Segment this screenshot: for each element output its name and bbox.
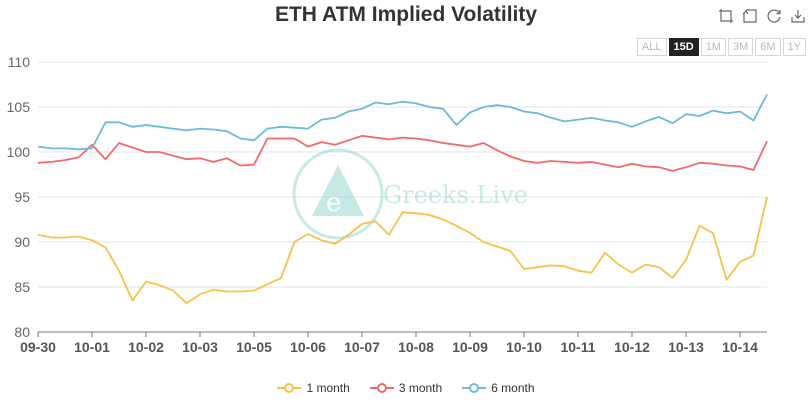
range-button-15d[interactable]: 15D <box>668 38 699 56</box>
legend-item-1-month[interactable]: 1 month <box>277 381 350 395</box>
legend-marker-icon <box>462 383 487 393</box>
series-line-3-month[interactable] <box>37 134 768 172</box>
legend-label: 1 month <box>306 381 350 395</box>
restore-icon[interactable] <box>766 8 782 24</box>
legend: 1 month 3 month 6 month <box>0 381 812 395</box>
y-tick-label: 80 <box>14 324 30 340</box>
x-tick-label: 10-06 <box>290 339 326 355</box>
x-tick-label: 10-02 <box>128 339 164 355</box>
grid-lines <box>38 61 767 288</box>
range-button-1m[interactable]: 1M <box>700 38 726 56</box>
x-tick-label: 10-03 <box>182 339 218 355</box>
y-tick-label: 90 <box>14 234 30 250</box>
y-tick-label: 105 <box>7 99 31 115</box>
x-tick-label: 10-13 <box>668 339 704 355</box>
x-tick-label: 09-30 <box>20 339 56 355</box>
range-button-3m[interactable]: 3M <box>727 38 754 56</box>
y-axis: 80 85 90 95 100 105 110 <box>7 54 31 340</box>
x-tick-label: 10-09 <box>452 339 488 355</box>
chart-title: ETH ATM Implied Volatility <box>274 3 538 26</box>
legend-item-6-month[interactable]: 6 month <box>462 381 535 395</box>
x-tick-label: 10-07 <box>344 339 380 355</box>
legend-marker-icon <box>277 383 302 393</box>
range-button-all[interactable]: ALL <box>636 38 667 56</box>
series-line-1-month[interactable] <box>37 196 768 305</box>
y-tick-label: 100 <box>7 144 31 160</box>
x-tick-label: 10-11 <box>560 339 595 355</box>
y-tick-label: 110 <box>8 54 31 70</box>
zoom-reset-icon[interactable] <box>742 8 758 24</box>
y-tick-label: 85 <box>14 279 30 295</box>
y-tick-label: 95 <box>14 189 30 205</box>
x-tick-label: 10-08 <box>398 339 434 355</box>
watermark: e Greeks.Live <box>292 148 528 240</box>
x-axis: 09-30 10-01 10-02 10-03 10-05 10-06 10-07 10-08… <box>20 331 767 355</box>
watermark-ring <box>292 148 384 240</box>
legend-label: 3 month <box>398 381 443 395</box>
save-image-icon[interactable] <box>790 8 806 24</box>
x-tick-label: 10-14 <box>722 339 758 355</box>
legend-item-3-month[interactable]: 3 month <box>369 381 443 395</box>
chart-toolbox <box>718 8 806 24</box>
legend-marker-icon <box>369 383 394 393</box>
watermark-letter-icon: e <box>326 188 341 218</box>
x-tick-label: 10-12 <box>614 339 650 355</box>
x-tick-label: 10-01 <box>74 339 110 355</box>
series-line-6-month[interactable] <box>37 93 768 151</box>
x-tick-label: 10-05 <box>236 339 272 355</box>
range-selector: ALL 15D 1M 3M 6M 1Y <box>636 38 806 56</box>
range-button-6m[interactable]: 6M <box>755 38 781 56</box>
series-lines <box>37 93 768 305</box>
legend-label: 6 month <box>491 381 535 395</box>
x-tick-label: 10-10 <box>506 339 542 355</box>
range-button-1y[interactable]: 1Y <box>782 38 806 56</box>
watermark-triangle-icon <box>312 165 364 216</box>
watermark-text: Greeks.Live <box>383 181 528 209</box>
zoom-icon[interactable] <box>718 8 734 24</box>
